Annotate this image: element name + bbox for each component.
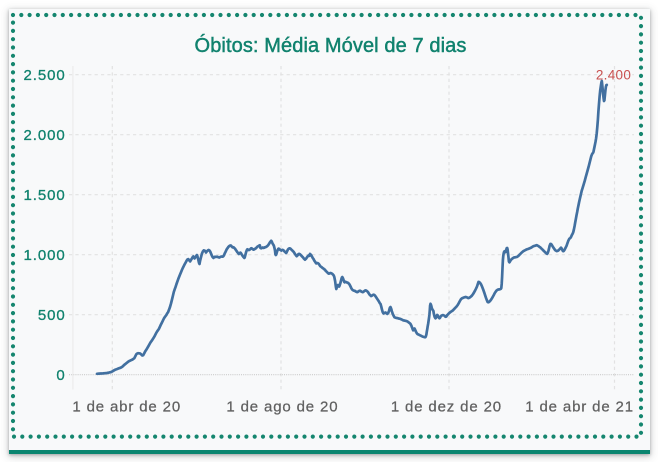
svg-text:1 de abr de 21: 1 de abr de 21 (525, 398, 634, 415)
svg-text:2.500: 2.500 (24, 67, 66, 84)
svg-text:1.000: 1.000 (24, 247, 66, 264)
svg-text:1 de abr de 20: 1 de abr de 20 (72, 398, 181, 415)
svg-text:Óbitos: Média Móvel de 7 dias: Óbitos: Média Móvel de 7 dias (195, 34, 467, 57)
svg-text:1.500: 1.500 (24, 187, 66, 204)
svg-text:500: 500 (38, 307, 66, 324)
svg-text:1 de dez de 20: 1 de dez de 20 (391, 398, 502, 415)
svg-text:1 de ago de 20: 1 de ago de 20 (226, 398, 338, 415)
svg-text:2.000: 2.000 (24, 127, 66, 144)
svg-text:2.400: 2.400 (596, 67, 631, 82)
svg-text:0: 0 (56, 367, 65, 384)
